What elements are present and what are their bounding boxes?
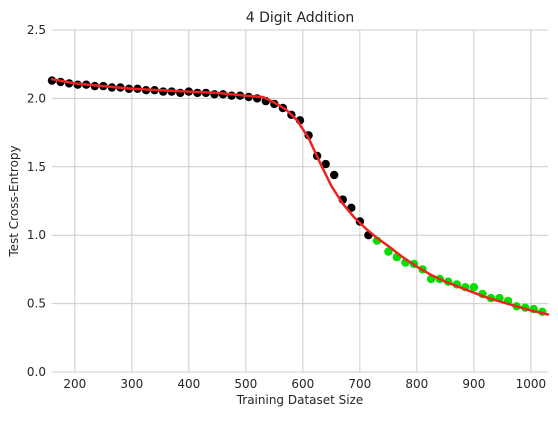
data-point: [210, 90, 219, 99]
data-point: [384, 247, 393, 256]
y-tick-label: 2.0: [27, 91, 46, 105]
x-tick-label: 200: [63, 377, 86, 391]
x-tick-label: 800: [405, 377, 428, 391]
x-tick-label: 700: [348, 377, 371, 391]
x-tick-label: 600: [291, 377, 314, 391]
x-axis-label: Training Dataset Size: [236, 393, 364, 407]
x-tick-label: 900: [462, 377, 485, 391]
y-tick-label: 2.5: [27, 23, 46, 37]
x-tick-label: 400: [177, 377, 200, 391]
grid: [52, 29, 548, 373]
x-tick-label: 1000: [516, 377, 547, 391]
y-tick-label: 1.5: [27, 160, 46, 174]
data-point: [330, 170, 339, 180]
fit-curve-layer: [50, 77, 550, 316]
tick-labels: 200 300 400 500 600 700 800 900 1000 0.0 0.5 1.0 1.5…: [27, 23, 546, 391]
y-axis-label: Test Cross-Entropy: [7, 145, 21, 257]
y-tick-label: 0.0: [27, 365, 46, 379]
data-point: [469, 283, 479, 292]
x-tick-label: 300: [120, 377, 143, 391]
fit-curve: [50, 77, 550, 316]
y-tick-label: 1.0: [27, 228, 46, 242]
y-tick-label: 0.5: [27, 297, 46, 311]
x-tick-label: 500: [234, 377, 257, 391]
data-point: [321, 159, 330, 169]
chart-title: 4 Digit Addition: [246, 10, 355, 26]
